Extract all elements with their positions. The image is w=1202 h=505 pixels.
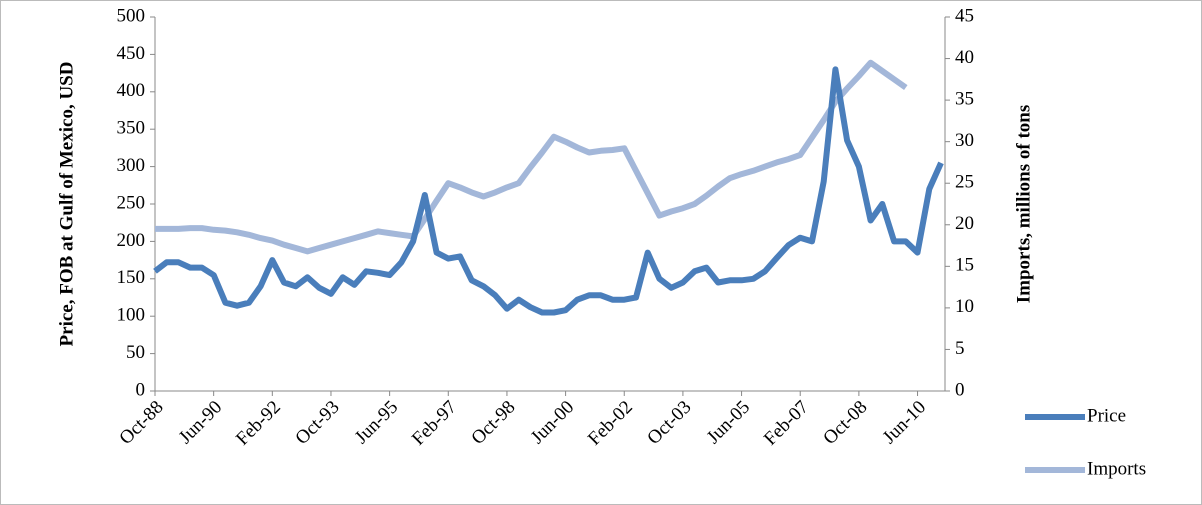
y-tick-label: 300 [117,155,146,176]
y2-tick-label: 25 [955,172,974,193]
y-tick-label: 150 [117,267,146,288]
y2-tick-label: 0 [955,379,965,400]
legend-label: Imports [1087,458,1146,479]
y-tick-label: 200 [117,230,146,251]
y-tick-label: 250 [117,192,146,213]
y2-tick-label: 15 [955,255,974,276]
y2-tick-label: 45 [955,5,974,26]
y-tick-label: 0 [136,379,146,400]
y-tick-label: 350 [117,118,146,139]
y2-tick-label: 10 [955,296,974,317]
y2-tick-label: 5 [955,338,965,359]
y2-tick-label: 30 [955,130,974,151]
y2-tick-label: 20 [955,213,974,234]
y-tick-label: 50 [126,342,145,363]
series-line [155,59,908,255]
y2-axis-title: Imports, millions of tons [1013,105,1034,303]
y2-tick-label: 40 [955,47,974,68]
legend-label: Price [1087,405,1126,426]
series-line [153,66,944,316]
y-axis-title: Price, FOB at Gulf of Mexico, USD [56,62,77,347]
y-tick-label: 100 [117,305,146,326]
y-tick-label: 400 [117,80,146,101]
y2-tick-label: 35 [955,88,974,109]
y-tick-label: 450 [117,43,146,64]
y-tick-label: 500 [117,5,146,26]
